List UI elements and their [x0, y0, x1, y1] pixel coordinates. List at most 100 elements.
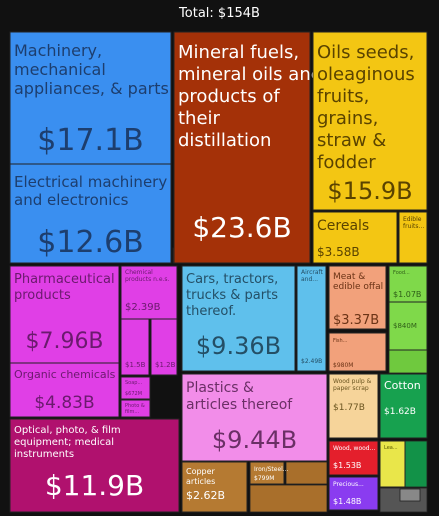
treemap-cell[interactable]: Soap... $672M: [120, 376, 151, 400]
treemap-cell-value: $1.07B: [393, 290, 421, 299]
treemap-cell[interactable]: Wood, wood... $1.53B: [328, 440, 379, 476]
treemap-cell-rect: [328, 440, 379, 476]
treemap-cell[interactable]: Plastics & articles thereof $9.44B: [181, 373, 328, 462]
treemap-cell-label: Chemical products n.e.s.: [125, 269, 170, 283]
treemap-cell-value: $7.96B: [25, 329, 103, 354]
treemap-cell-rect: [249, 461, 285, 485]
treemap-cell-label: Photo & film...: [125, 403, 145, 415]
treemap-cell-label: Aircraft and...: [301, 269, 324, 283]
treemap-cell-value: $23.6B: [192, 211, 291, 244]
treemap-cell-value: $11.9B: [45, 469, 144, 502]
treemap-cell-rect: [328, 265, 387, 330]
treemap-cell-value: $1.62B: [384, 407, 416, 417]
treemap-cell-rect: [398, 211, 428, 264]
treemap-cell-label: Pharmaceutical products: [14, 272, 115, 303]
treemap-cell-label: Fish...: [333, 338, 348, 344]
treemap-cell[interactable]: Meat & edible offal $3.37B: [328, 265, 387, 330]
treemap-cell-rect: [388, 265, 428, 303]
treemap-cell-label: Lea...: [384, 445, 398, 451]
treemap-cell-label: Edible fruits...: [403, 216, 424, 230]
treemap-cell[interactable]: Pharmaceutical products $7.96B: [9, 265, 120, 364]
treemap-cell[interactable]: Iron/Steel... $799M: [249, 461, 289, 485]
treemap-cell-rect: [181, 265, 296, 372]
treemap-cell[interactable]: Photo & film...: [120, 399, 151, 418]
treemap-cell[interactable]: Aircraft and... $2.49B: [296, 265, 327, 372]
treemap-cell-label: Oils seeds, oleaginous fruits, grains, straw…: [317, 42, 415, 173]
treemap-cell[interactable]: Organic chemicals $4.83B: [9, 362, 120, 418]
treemap-detail-block: [249, 484, 328, 513]
treemap-cell-rect: [9, 31, 172, 165]
treemap-cell[interactable]: Machinery, mechanical appliances, & parts $…: [9, 31, 172, 165]
treemap-cell-label: Food...: [393, 270, 410, 276]
treemap-cell[interactable]: Food... $1.07B: [388, 265, 428, 303]
treemap-cell[interactable]: $1.2B: [150, 318, 178, 376]
treemap-cell-rect: [150, 318, 178, 376]
treemap-cell-label: Optical, photo, & film equipment; medical…: [14, 425, 121, 460]
treemap-cell-value: $3.37B: [333, 313, 379, 328]
treemap-cell[interactable]: Copper articles $2.62B: [181, 461, 248, 513]
treemap-detail-block: [404, 440, 428, 488]
chart-title: Total: $154B: [179, 6, 260, 21]
treemap-cell[interactable]: Chemical products n.e.s. $2.39B: [120, 265, 178, 320]
treemap-cell[interactable]: Fish... $980M: [328, 332, 387, 372]
treemap-cell-rect: [388, 301, 428, 351]
treemap-cell-value: $9.36B: [196, 332, 281, 360]
treemap-cell-label: Plastics & articles thereof: [186, 380, 293, 413]
treemap-cell[interactable]: Edible fruits...: [398, 211, 428, 264]
treemap-cell-label: Mineral fuels, mineral oils and products o…: [178, 42, 322, 151]
treemap-cell-value: $1.77B: [333, 403, 365, 413]
treemap-cell[interactable]: $840M: [388, 301, 428, 351]
treemap-cell-rect: [120, 399, 151, 418]
treemap-cell-label: Organic chemicals: [14, 368, 116, 381]
treemap-cell[interactable]: Wood pulp & paper scrap $1.77B: [328, 373, 379, 439]
treemap-cell-rect: [181, 373, 328, 462]
treemap-cell-label: Cotton: [384, 379, 421, 392]
treemap-cell-label: Machinery, mechanical appliances, & parts: [14, 41, 169, 98]
treemap-cell-rect: [379, 440, 406, 488]
treemap-cell-rect: [312, 211, 398, 264]
treemap-cell-value: $1.53B: [333, 461, 361, 470]
treemap-cell-value: $840M: [393, 322, 417, 330]
treemap-cell-rect: [120, 318, 150, 376]
treemap-cell-label: Cereals: [317, 218, 369, 234]
treemap-cell-rect: [296, 265, 327, 372]
treemap-cell-rect: [181, 461, 248, 513]
treemap-cell[interactable]: $1.5B: [120, 318, 150, 376]
treemap-cell-value: $1.48B: [333, 497, 361, 506]
treemap-cell[interactable]: Cotton $1.62B: [379, 373, 428, 439]
treemap-cell-value: $1.2B: [155, 361, 176, 369]
treemap-cell[interactable]: Cereals $3.58B: [312, 211, 398, 264]
treemap-cell-label: Iron/Steel...: [254, 466, 289, 473]
treemap-cell-label: Precious...: [333, 481, 364, 488]
treemap-cell-rect: [312, 31, 428, 211]
treemap-cell-rect: [120, 265, 178, 320]
treemap-cell-value: $2.39B: [125, 302, 161, 313]
treemap-cell[interactable]: Precious... $1.48B: [328, 476, 379, 511]
treemap-cell-value: $17.1B: [37, 123, 143, 158]
treemap-cell-rect: [120, 376, 151, 400]
treemap-cell-value: $2.62B: [186, 489, 225, 502]
treemap-cell-value: $672M: [125, 391, 142, 397]
treemap-cell-label: Wood, wood...: [333, 445, 375, 452]
treemap-cell-rect: [379, 373, 428, 439]
treemap-cell-value: $9.44B: [212, 426, 297, 454]
treemap-cell-value: $2.49B: [301, 358, 322, 365]
treemap-cell[interactable]: Optical, photo, & film equipment; medical…: [9, 418, 180, 513]
treemap-cell[interactable]: Electrical machinery and electronics $12.6…: [9, 163, 172, 264]
treemap-cell[interactable]: Mineral fuels, mineral oils and products o…: [173, 31, 322, 264]
treemap-cell-label: Copper articles: [186, 467, 216, 486]
treemap-cell-rect: [9, 163, 172, 264]
treemap-cell[interactable]: Cars, tractors, trucks & parts thereof. $9.…: [181, 265, 296, 372]
treemap-cell[interactable]: Lea...: [379, 440, 406, 488]
treemap-cell-value: $15.9B: [327, 177, 412, 205]
treemap-cell-value: $4.83B: [34, 393, 94, 413]
treemap-cell-label: Wood pulp & paper scrap: [333, 378, 372, 392]
treemap-detail-block: [388, 349, 428, 374]
treemap-cell-value: $3.58B: [317, 245, 360, 259]
treemap-cell-rect: [328, 373, 379, 439]
treemap-cell[interactable]: Oils seeds, oleaginous fruits, grains, straw…: [312, 31, 428, 211]
treemap-cell-rect: [9, 418, 180, 513]
treemap-detail-block: [285, 461, 328, 485]
